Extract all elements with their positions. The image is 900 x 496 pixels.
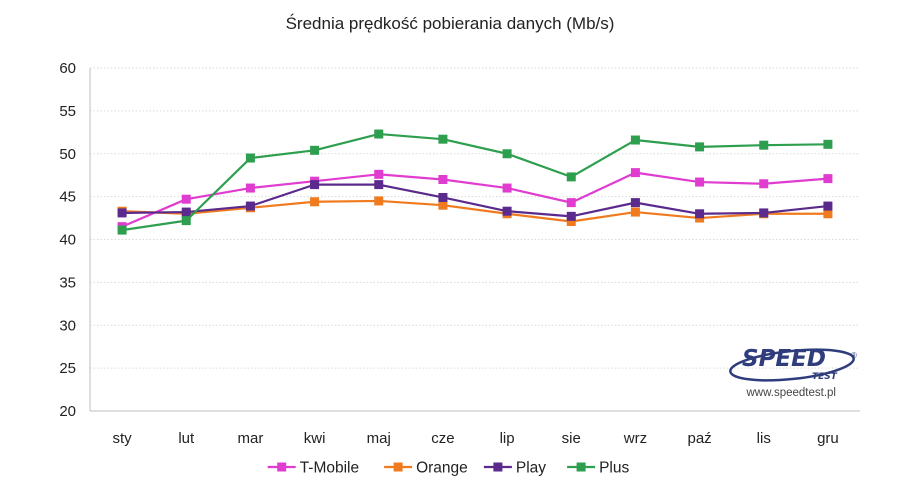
y-tick-label: 45 xyxy=(59,189,76,206)
logo-subtext: TEST xyxy=(812,372,838,382)
series-play xyxy=(117,180,833,221)
data-point xyxy=(310,145,320,155)
x-tick-label: lip xyxy=(500,430,515,447)
data-point xyxy=(759,140,769,150)
x-tick-label: sie xyxy=(562,430,581,447)
x-tick-label: gru xyxy=(817,430,839,447)
x-tick-label: wrz xyxy=(623,430,647,447)
x-tick-label: mar xyxy=(237,430,263,447)
series-line xyxy=(122,183,829,218)
series-line xyxy=(122,199,828,223)
data-point xyxy=(245,153,255,163)
data-point xyxy=(566,198,576,208)
data-point xyxy=(117,208,127,218)
y-tick-label: 20 xyxy=(59,403,76,420)
axes: 20 25 30 35 40 45 50 55 60 sty lut mar kwi maj cze lip s… xyxy=(59,60,860,447)
data-point xyxy=(117,225,127,235)
data-point xyxy=(181,207,191,217)
legend-marker xyxy=(277,462,287,472)
data-point xyxy=(630,135,640,145)
series-t-mobile xyxy=(117,168,833,232)
legend-item-t-mobile: T-Mobile xyxy=(267,460,359,477)
data-point xyxy=(695,177,705,187)
data-point xyxy=(374,196,384,206)
data-point xyxy=(566,172,576,182)
series-line xyxy=(121,132,828,232)
logo-wordmark: SPEED xyxy=(742,346,826,372)
legend-item-plus: Plus xyxy=(567,460,630,477)
registered-mark: ® xyxy=(851,351,857,360)
series-orange xyxy=(117,196,833,226)
legend-label: Plus xyxy=(599,460,629,477)
data-point xyxy=(823,174,833,184)
data-point xyxy=(310,180,320,190)
data-point xyxy=(245,183,255,193)
data-point xyxy=(502,206,512,216)
legend-marker xyxy=(393,462,403,472)
data-point xyxy=(374,180,384,190)
data-point xyxy=(630,207,640,217)
y-tick-label: 55 xyxy=(59,103,76,120)
y-tick-label: 25 xyxy=(59,360,76,377)
data-point xyxy=(438,134,448,144)
legend-label: Orange xyxy=(416,460,468,477)
data-point xyxy=(181,216,191,226)
data-point xyxy=(502,183,512,193)
data-point xyxy=(374,129,384,139)
x-tick-label: kwi xyxy=(304,430,326,447)
y-tick-label: 50 xyxy=(59,146,76,163)
data-point xyxy=(438,174,448,184)
legend: T-Mobile Orange Play Plus xyxy=(267,460,630,477)
legend-marker xyxy=(493,462,503,472)
chart-title: Średnia prędkość pobierania danych (Mb/s… xyxy=(286,14,615,33)
data-point xyxy=(566,211,576,221)
legend-label: T-Mobile xyxy=(300,460,359,477)
data-point xyxy=(695,209,705,219)
x-tick-label: maj xyxy=(367,430,391,447)
logo-swoosh xyxy=(729,348,855,382)
data-point xyxy=(823,139,833,149)
y-tick-label: 40 xyxy=(59,232,76,249)
data-point xyxy=(823,201,833,211)
data-point xyxy=(374,169,384,179)
series-lines xyxy=(117,129,833,235)
data-point xyxy=(245,201,255,211)
y-tick-label: 30 xyxy=(59,317,76,334)
legend-item-orange: Orange xyxy=(384,460,468,477)
data-point xyxy=(566,216,576,226)
x-tick-label: paź xyxy=(687,430,711,447)
legend-label: Play xyxy=(516,460,546,477)
data-point xyxy=(630,198,640,208)
x-tick-label: lut xyxy=(178,430,195,447)
x-tick-label: lis xyxy=(757,430,771,447)
data-point xyxy=(438,192,448,202)
data-point xyxy=(759,208,769,218)
legend-marker xyxy=(576,462,586,472)
legend-item-play: Play xyxy=(483,460,546,477)
data-point xyxy=(695,142,705,152)
x-tick-label: sty xyxy=(112,430,132,447)
data-point xyxy=(502,149,512,159)
x-tick-label: cze xyxy=(431,430,454,447)
y-tick-label: 60 xyxy=(59,60,76,77)
data-point xyxy=(759,179,769,189)
series-line xyxy=(121,171,829,228)
data-point xyxy=(630,168,640,178)
gridlines xyxy=(90,67,860,369)
data-point xyxy=(181,194,191,204)
speedtest-logo: SPEED TEST ® www.speedtest.pl xyxy=(729,346,857,399)
series-plus xyxy=(117,129,833,235)
data-point xyxy=(823,209,833,219)
y-tick-label: 35 xyxy=(59,274,76,291)
data-point xyxy=(438,200,448,210)
data-point xyxy=(310,197,320,207)
logo-url: www.speedtest.pl xyxy=(746,387,837,399)
